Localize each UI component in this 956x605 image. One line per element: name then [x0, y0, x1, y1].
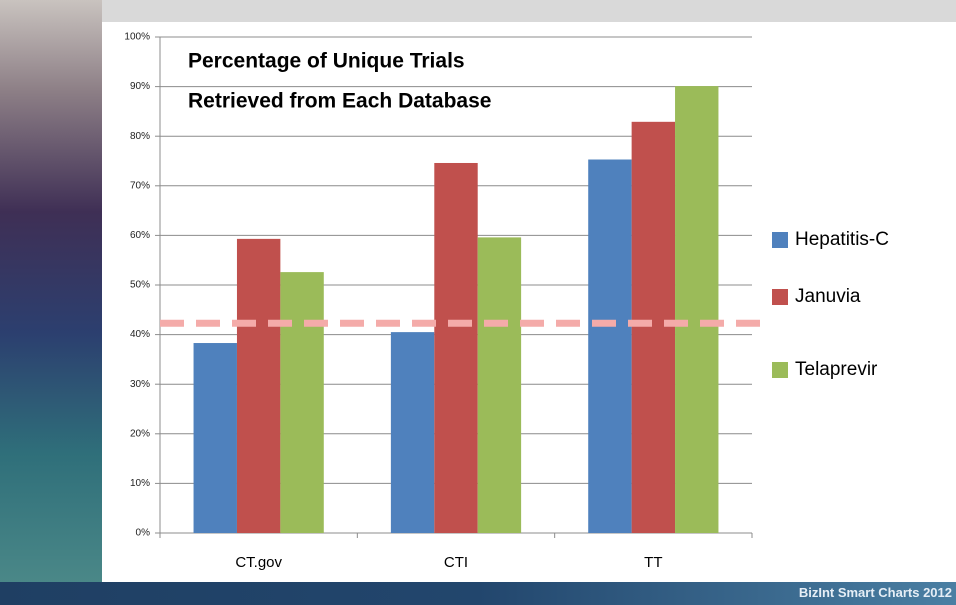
- bar: [675, 86, 718, 533]
- chart-title: Percentage of Unique Trials: [188, 50, 465, 73]
- x-tick-label: CT.gov: [235, 554, 282, 571]
- legend-swatch: [772, 362, 788, 378]
- chart-title: Retrieved from Each Database: [188, 90, 491, 113]
- y-tick-label: 20%: [130, 428, 150, 439]
- y-tick-label: 60%: [130, 230, 150, 241]
- legend-swatch: [772, 232, 788, 248]
- legend-label: Hepatitis-C: [795, 229, 889, 250]
- y-tick-label: 80%: [130, 131, 150, 142]
- y-tick-label: 10%: [130, 478, 150, 489]
- y-tick-label: 70%: [130, 180, 150, 191]
- y-tick-label: 40%: [130, 329, 150, 340]
- x-tick-label: TT: [644, 554, 662, 571]
- legend-label: Telaprevir: [795, 359, 878, 380]
- legend-swatch: [772, 289, 788, 305]
- y-tick-label: 30%: [130, 379, 150, 390]
- chart: Percentage of Unique Trials Retrieved fr…: [0, 0, 956, 605]
- bar: [391, 332, 434, 533]
- bar: [280, 272, 323, 533]
- bar: [632, 122, 675, 533]
- bar: [237, 239, 280, 533]
- legend-label: Januvia: [795, 286, 861, 307]
- bar: [588, 160, 631, 533]
- y-tick-label: 0%: [136, 528, 151, 539]
- y-tick-label: 50%: [130, 280, 150, 291]
- x-tick-label: CTI: [444, 554, 468, 571]
- bar: [434, 163, 477, 533]
- bar: [478, 237, 521, 533]
- y-tick-label: 90%: [130, 81, 150, 92]
- y-tick-label: 100%: [124, 32, 150, 43]
- slide: BizInt Smart Charts 2012 Percentage of U…: [0, 0, 956, 605]
- bar: [194, 343, 237, 533]
